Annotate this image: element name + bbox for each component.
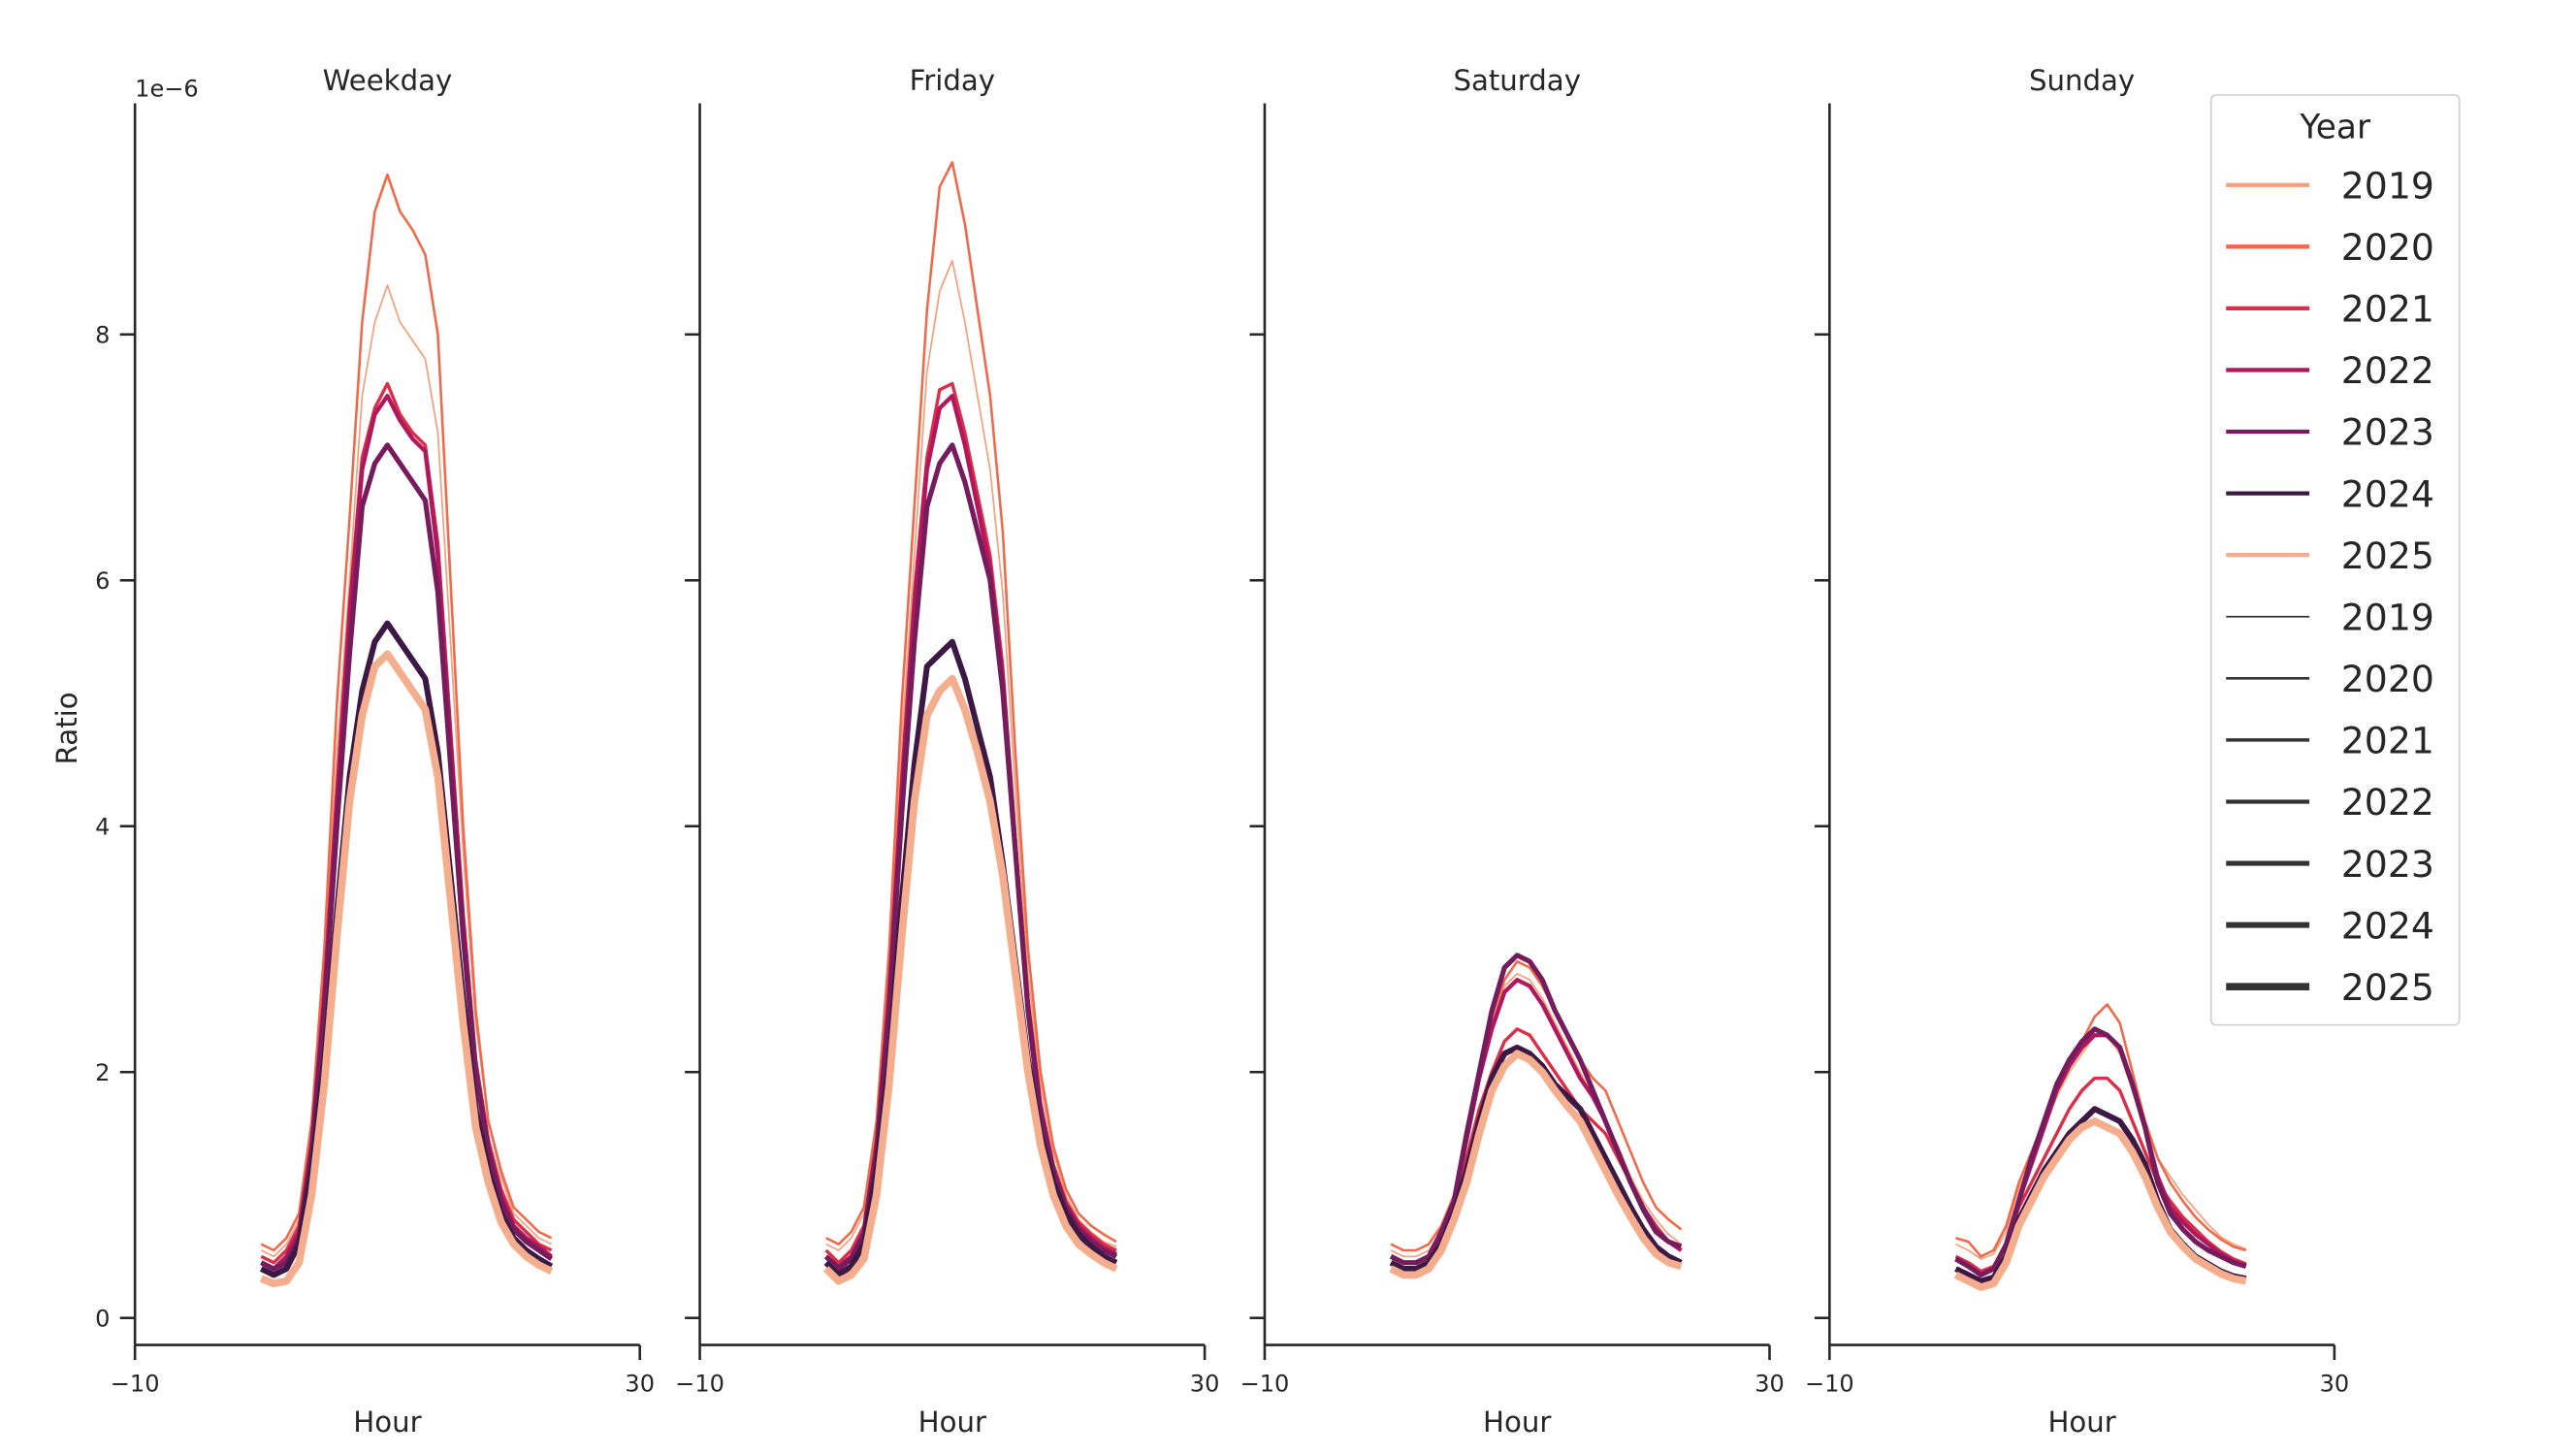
series-line	[1955, 1003, 2247, 1258]
y-tick-label: 8	[95, 321, 110, 348]
series-line	[825, 259, 1117, 1251]
series-line	[260, 381, 553, 1265]
series-line	[824, 394, 1117, 1269]
legend-label: 2023	[2341, 843, 2434, 886]
x-tick-label: 30	[625, 1371, 655, 1398]
legend-label: 2025	[2341, 966, 2434, 1009]
legend-box	[2209, 94, 2461, 1026]
series-line	[260, 173, 553, 1252]
series-line	[823, 442, 1118, 1272]
legend-label: 2021	[2341, 720, 2434, 762]
y-tick-label: 6	[95, 567, 110, 595]
legend-label: 2021	[2341, 288, 2434, 331]
x-tick-label: 30	[1190, 1371, 1220, 1398]
x-axis-label: Hour	[918, 1406, 986, 1439]
legend-label: 2020	[2341, 658, 2434, 700]
panel-title: Sunday	[2029, 64, 2135, 97]
series-line	[1954, 1026, 2247, 1277]
x-tick-label: 30	[2320, 1371, 2350, 1398]
legend-label: 2024	[2341, 904, 2434, 947]
series-line	[1390, 959, 1683, 1252]
x-tick-label: −10	[111, 1371, 160, 1398]
legend-label: 2025	[2341, 534, 2434, 577]
y-axis-label: Ratio	[50, 692, 83, 764]
x-tick-label: −10	[1805, 1371, 1854, 1398]
x-axis-label: Hour	[2047, 1406, 2115, 1439]
series-line	[1953, 1117, 2247, 1291]
series-line	[260, 394, 553, 1272]
series-line	[260, 442, 554, 1272]
series-line	[1389, 953, 1683, 1266]
y-offset-label: 1e−6	[135, 76, 199, 103]
panel-title: Weekday	[323, 64, 453, 97]
y-tick-label: 4	[95, 813, 110, 840]
legend-label: 2024	[2341, 472, 2434, 515]
legend-label: 2019	[2341, 596, 2434, 638]
y-tick-label: 2	[95, 1059, 110, 1086]
panel-title: Friday	[910, 64, 995, 97]
x-tick-label: −10	[1240, 1371, 1290, 1398]
legend-label: 2023	[2341, 411, 2434, 454]
x-tick-label: −10	[675, 1371, 724, 1398]
legend-label: 2022	[2341, 349, 2434, 392]
x-axis-label: Hour	[1483, 1406, 1551, 1439]
y-tick-label: 0	[95, 1305, 110, 1332]
legend-label: 2020	[2341, 226, 2434, 269]
x-axis-label: Hour	[353, 1406, 421, 1439]
series-line	[259, 650, 554, 1288]
series-line	[1389, 1050, 1683, 1279]
legend-label: 2022	[2341, 781, 2434, 824]
panel-title: Saturday	[1453, 64, 1581, 97]
x-tick-label: 30	[1755, 1371, 1785, 1398]
legend-label: 2019	[2341, 164, 2434, 207]
legend-title: Year	[2299, 109, 2371, 147]
series-line	[825, 161, 1117, 1245]
series-line	[822, 674, 1118, 1285]
